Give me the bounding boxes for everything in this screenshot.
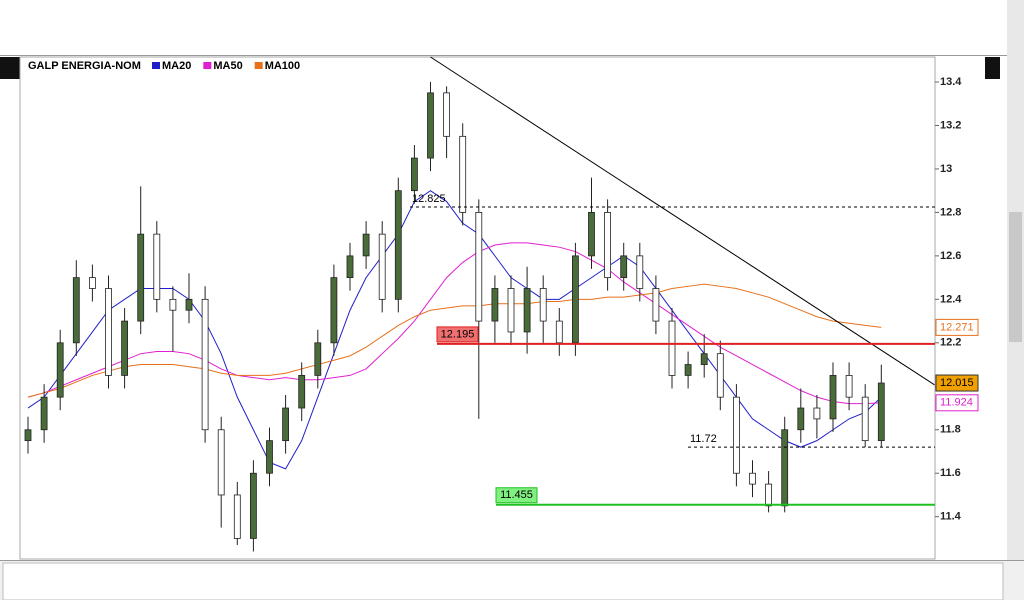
- candle-body: [72, 277, 80, 344]
- candle-body: [845, 375, 853, 398]
- candle-body: [298, 375, 306, 409]
- candle-body: [249, 472, 257, 539]
- candle-body: [588, 212, 595, 257]
- candle-body: [716, 353, 724, 398]
- trend-line: [430, 56, 935, 386]
- candle-body: [217, 429, 225, 496]
- bottom-panel: [2, 562, 1004, 601]
- candle-body: [378, 233, 386, 300]
- y-tick-label: 11.4: [940, 511, 962, 523]
- candle-body: [330, 277, 338, 344]
- candle-body: [233, 494, 241, 539]
- y-tick-label: 12.8: [940, 206, 961, 218]
- candle-body: [443, 92, 451, 137]
- legend-label: MA50: [213, 60, 242, 72]
- value-tag-label: 12.271: [940, 321, 974, 333]
- candle-body: [56, 342, 64, 398]
- candle-body: [700, 353, 708, 365]
- candle-body: [24, 429, 32, 442]
- level-label: 12.195: [441, 328, 475, 340]
- y-tick-label: 13.4: [940, 76, 962, 88]
- candle-body: [684, 364, 692, 376]
- candle-body: [201, 298, 209, 431]
- y-tick-label: 12.4: [940, 293, 962, 305]
- candle-body: [636, 255, 644, 289]
- candle-body: [765, 483, 772, 507]
- right-tab: [985, 57, 1000, 79]
- ma-line: [27, 242, 882, 405]
- legend-label: MA20: [162, 60, 191, 72]
- candle-body: [105, 288, 112, 376]
- value-tag-label: 11.924: [940, 397, 973, 409]
- candle-body: [668, 320, 676, 376]
- candle-body: [121, 320, 128, 376]
- ma-line: [27, 283, 882, 398]
- candle-body: [877, 382, 885, 442]
- scroll-thumb[interactable]: [1009, 212, 1022, 342]
- candle-body: [797, 407, 805, 431]
- legend-swatch: [203, 62, 212, 69]
- candle-body: [185, 298, 193, 311]
- y-tick-label: 11.6: [940, 467, 961, 479]
- legend-swatch: [254, 62, 263, 69]
- candle-body: [507, 288, 515, 333]
- candle-body: [40, 396, 48, 431]
- candle-body: [137, 233, 145, 322]
- candle-body: [362, 233, 370, 257]
- candle-body: [410, 157, 418, 192]
- candle-body: [153, 233, 161, 300]
- candle-body: [266, 440, 273, 474]
- level-label-box: [495, 487, 538, 504]
- left-tab: [0, 57, 20, 79]
- legend-swatch: [152, 62, 160, 69]
- level-label: 12.825: [412, 193, 446, 205]
- candle-body: [572, 255, 579, 344]
- candle-body: [781, 429, 789, 507]
- candle-body: [620, 255, 628, 279]
- chart-title: GALP ENERGIA-NOM: [28, 60, 141, 72]
- candle-body: [459, 135, 467, 213]
- value-tag: [935, 374, 979, 392]
- candle-body: [829, 375, 837, 420]
- value-tag-label: 12.015: [940, 377, 974, 389]
- candle-body: [604, 212, 611, 279]
- candle-body: [555, 320, 563, 344]
- candle-body: [169, 298, 177, 311]
- candle-body: [813, 407, 821, 420]
- y-tick-label: 13: [940, 163, 952, 175]
- y-tick-label: 11.8: [940, 424, 961, 436]
- top-bar: [0, 0, 1024, 56]
- candle-body: [491, 288, 499, 322]
- level-label: 11.72: [690, 433, 717, 445]
- candle-body: [861, 396, 869, 442]
- y-tick-label: 12.2: [940, 337, 961, 349]
- candle-body: [394, 190, 402, 300]
- candle-body: [749, 472, 756, 485]
- candle-body: [346, 255, 354, 279]
- legend-label: MA100: [265, 60, 300, 72]
- candle-body: [282, 407, 290, 442]
- value-tag: [935, 394, 979, 412]
- candle-body: [652, 288, 660, 322]
- candle-body: [314, 342, 322, 376]
- candle-body: [523, 288, 531, 333]
- y-tick-label: 13.2: [940, 119, 961, 131]
- level-label: 11.455: [500, 489, 533, 501]
- candle-body: [539, 288, 547, 322]
- value-tag: [935, 318, 979, 336]
- level-label-box: [436, 326, 479, 343]
- candle-body: [733, 396, 740, 474]
- candle-body: [89, 277, 96, 289]
- y-tick-label: 12.6: [940, 250, 961, 262]
- candle-body: [427, 92, 434, 159]
- candle-body: [475, 212, 483, 322]
